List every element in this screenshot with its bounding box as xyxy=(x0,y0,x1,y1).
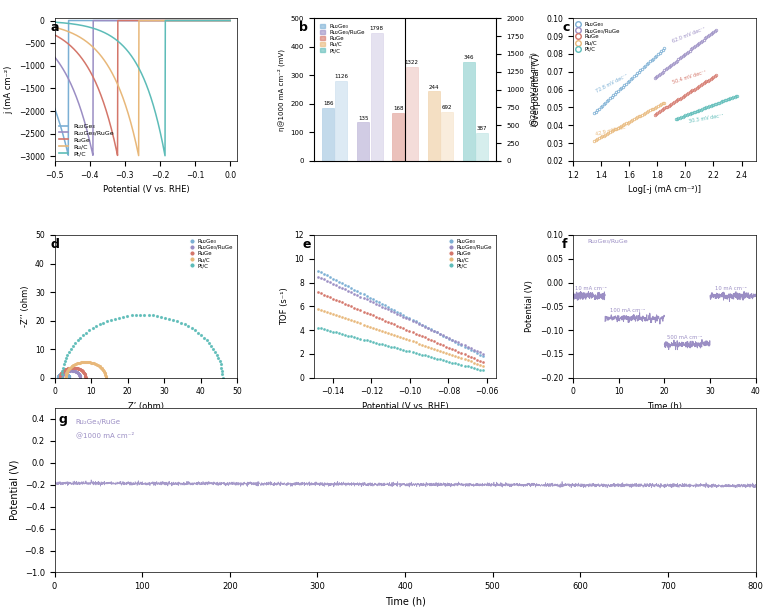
Text: 168: 168 xyxy=(393,106,404,111)
Y-axis label: TOF (s⁻¹): TOF (s⁻¹) xyxy=(280,287,289,325)
Legend: Ru₂Ge₃, Ru₂Ge₃/RuGe, RuGe, Ru/C, Pt/C: Ru₂Ge₃, Ru₂Ge₃/RuGe, RuGe, Ru/C, Pt/C xyxy=(576,21,621,53)
Legend: Ru₂Ge₃, Ru₂Ge₃/RuGe, RuGe, Ru/C, Pt/C: Ru₂Ge₃, Ru₂Ge₃/RuGe, RuGe, Ru/C, Pt/C xyxy=(189,238,234,269)
Legend: Ru₂Ge₃, Ru₂Ge₃/RuGe, RuGe, Ru/C, Pt/C: Ru₂Ge₃, Ru₂Ge₃/RuGe, RuGe, Ru/C, Pt/C xyxy=(319,23,366,54)
Y-axis label: Potential (V): Potential (V) xyxy=(9,460,19,521)
Text: 10 mA cm⁻²: 10 mA cm⁻² xyxy=(576,286,607,290)
Text: Ru₂Ge₃/RuGe: Ru₂Ge₃/RuGe xyxy=(76,420,121,426)
Bar xyxy=(406,66,418,161)
Text: 72.8 mV dec⁻¹: 72.8 mV dec⁻¹ xyxy=(595,73,629,94)
X-axis label: Log[-j (mA cm⁻²)]: Log[-j (mA cm⁻²)] xyxy=(628,185,701,194)
Text: b: b xyxy=(299,21,308,34)
X-axis label: Potential (V vs. RHE): Potential (V vs. RHE) xyxy=(103,185,189,194)
Y-axis label: -Z’’ (ohm): -Z’’ (ohm) xyxy=(20,286,30,327)
Legend: Ru₂Ge₃, Ru₂Ge₃/RuGe, RuGe, Ru/C, Pt/C: Ru₂Ge₃, Ru₂Ge₃/RuGe, RuGe, Ru/C, Pt/C xyxy=(58,122,115,158)
Text: e: e xyxy=(303,238,312,251)
Bar xyxy=(358,122,369,161)
Text: f: f xyxy=(562,238,568,251)
Bar xyxy=(322,108,334,161)
Bar xyxy=(371,33,382,161)
Text: 186: 186 xyxy=(323,101,333,106)
Text: 500 mA cm⁻²: 500 mA cm⁻² xyxy=(667,334,702,340)
Bar xyxy=(393,113,404,161)
Y-axis label: Overpotential (V): Overpotential (V) xyxy=(532,53,541,126)
Bar xyxy=(463,62,474,161)
Text: g: g xyxy=(58,413,67,426)
Text: 387: 387 xyxy=(477,127,488,132)
Text: 50.4 mV dec⁻¹: 50.4 mV dec⁻¹ xyxy=(671,69,707,85)
Text: a: a xyxy=(51,21,59,34)
Text: c: c xyxy=(562,21,569,34)
Bar xyxy=(336,80,347,161)
Text: 692: 692 xyxy=(442,105,452,110)
Text: 30.3 mV dec⁻¹: 30.3 mV dec⁻¹ xyxy=(688,113,724,124)
Text: 42.9 mV dec⁻¹: 42.9 mV dec⁻¹ xyxy=(595,124,631,137)
Text: 135: 135 xyxy=(358,116,368,121)
Text: 1322: 1322 xyxy=(405,60,419,65)
Text: 62.0 mV dec⁻¹: 62.0 mV dec⁻¹ xyxy=(671,26,706,44)
Y-axis label: Potential (V): Potential (V) xyxy=(525,280,534,333)
Text: @1000 mA cm⁻²: @1000 mA cm⁻² xyxy=(76,432,134,438)
Text: 1798: 1798 xyxy=(369,26,383,31)
Text: 100 mA cm⁻²: 100 mA cm⁻² xyxy=(609,309,645,314)
Text: 1126: 1126 xyxy=(334,74,348,79)
Text: Ru₂Ge₃/RuGe: Ru₂Ge₃/RuGe xyxy=(587,238,629,243)
Y-axis label: η@1000 mA cm⁻² (mV): η@1000 mA cm⁻² (mV) xyxy=(277,49,285,130)
Text: d: d xyxy=(51,238,60,251)
X-axis label: Time (h): Time (h) xyxy=(385,597,425,607)
X-axis label: Z’ (ohm): Z’ (ohm) xyxy=(128,402,164,411)
X-axis label: Potential (V vs. RHE): Potential (V vs. RHE) xyxy=(361,402,449,411)
Y-axis label: j (mA cm⁻²): j (mA cm⁻²) xyxy=(5,65,13,114)
Bar xyxy=(428,91,439,161)
Legend: Ru₂Ge₃, Ru₂Ge₃/RuGe, RuGe, Ru/C, Pt/C: Ru₂Ge₃, Ru₂Ge₃/RuGe, RuGe, Ru/C, Pt/C xyxy=(449,238,494,269)
Bar xyxy=(476,133,488,161)
Text: 244: 244 xyxy=(428,85,439,90)
Text: 10 mA cm⁻²: 10 mA cm⁻² xyxy=(714,286,746,290)
X-axis label: Time (h): Time (h) xyxy=(647,402,682,411)
Text: 346: 346 xyxy=(464,55,474,60)
Y-axis label: j@200 mV (mA cm⁻²): j@200 mV (mA cm⁻²) xyxy=(530,52,538,127)
Bar xyxy=(441,111,453,161)
